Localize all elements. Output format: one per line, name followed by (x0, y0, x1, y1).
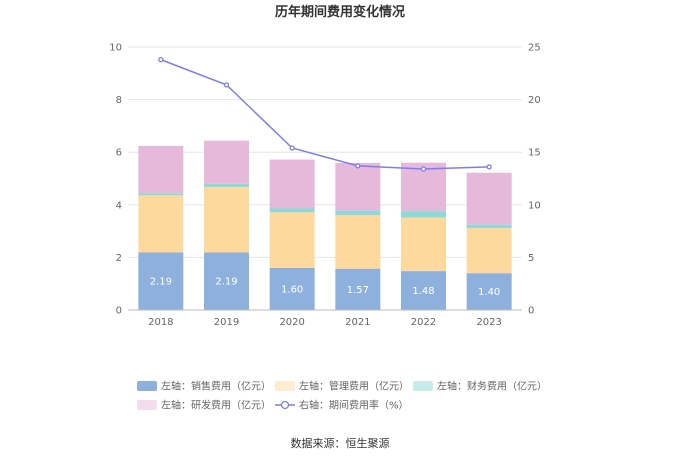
bar-segment (204, 140, 249, 184)
bar-segment (269, 267, 315, 310)
gridlines (128, 46, 522, 258)
x-tick-label: 2019 (214, 317, 239, 328)
bar-segment (335, 210, 381, 216)
x-tick-label: 2018 (148, 317, 173, 328)
bar-segment (335, 215, 381, 269)
bar-segment (401, 217, 446, 272)
legend-item: 左轴：财务费用（亿元） (413, 380, 547, 393)
ratio-line-point (289, 145, 295, 151)
bar-segment (466, 224, 512, 228)
left-tick-label: 10 (109, 43, 122, 54)
left-tick-label: 6 (116, 148, 122, 159)
bar-value-label: 2.19 (215, 277, 237, 288)
bar-value-label: 1.60 (281, 284, 303, 295)
legend-swatch (413, 381, 433, 391)
bars (138, 140, 512, 310)
x-axis: 2018 2019 2020 2021 2022 2023 (128, 309, 522, 328)
ratio-line-point (355, 163, 361, 169)
legend-swatch (137, 381, 157, 391)
bar-segment (401, 271, 446, 310)
legend-swatch (137, 400, 157, 410)
right-tick-label: 15 (528, 148, 541, 159)
bar-segment (204, 186, 249, 253)
ratio-line-point (223, 82, 230, 88)
legend-label: 左轴：销售费用（亿元） (161, 380, 271, 393)
bar-segment (204, 252, 249, 310)
bar-value-label: 1.57 (347, 285, 369, 296)
bar-value-label: 1.48 (412, 286, 434, 297)
bar-value-label: 2.19 (150, 277, 172, 288)
bar-segment (138, 195, 184, 253)
legend-label: 右轴：期间费用率（%） (299, 399, 409, 412)
bar-segment (466, 227, 512, 274)
bar-value-label: 1.40 (478, 287, 500, 298)
ratio-line-point (158, 56, 164, 63)
x-tick-label: 2021 (345, 317, 370, 328)
data-source: 数据来源：恒生聚源 (291, 436, 390, 450)
x-tick-label: 2023 (476, 317, 501, 328)
bar-segment (204, 183, 249, 187)
left-tick-label: 0 (116, 306, 122, 317)
legend-label: 左轴：研发费用（亿元） (161, 399, 271, 412)
bar-segment (401, 211, 446, 218)
left-tick-label: 4 (116, 200, 122, 211)
legend: 左轴：销售费用（亿元） 左轴：管理费用（亿元） 左轴：财务费用（亿元） 左轴：研发费用… (137, 380, 547, 412)
right-tick-label: 0 (528, 306, 534, 317)
bar-segment (335, 162, 381, 211)
ratio-line-point (420, 166, 427, 172)
bar-segment (466, 273, 512, 310)
bar-segment (269, 212, 315, 268)
bar-segment (138, 252, 184, 310)
expense-ratio-line (158, 56, 492, 172)
ratio-line-point (486, 164, 492, 170)
legend-item: 左轴：销售费用（亿元） (137, 380, 271, 393)
x-tick-label: 2020 (279, 317, 304, 328)
bar-segment (138, 145, 184, 194)
legend-swatch (275, 381, 295, 391)
bar-segment (335, 268, 381, 310)
legend-label: 左轴：管理费用（亿元） (299, 380, 409, 393)
legend-item: 左轴：管理费用（亿元） (275, 380, 409, 393)
left-tick-label: 8 (116, 95, 122, 106)
bar-segment (269, 208, 315, 213)
left-axis: 0 2 4 6 8 10 (109, 43, 122, 317)
bar-segment (138, 193, 184, 196)
chart-title: 历年期间费用变化情况 (275, 4, 405, 20)
legend-label: 左轴：财务费用（亿元） (437, 380, 547, 393)
right-tick-label: 5 (528, 253, 534, 264)
ratio-line-path (160, 58, 490, 170)
right-tick-label: 10 (528, 200, 541, 211)
right-tick-label: 20 (528, 95, 541, 106)
right-tick-label: 25 (528, 43, 541, 54)
legend-item: 左轴：研发费用（亿元） (137, 399, 271, 412)
bar-labels: 2.19 2.19 1.60 1.57 1.48 1.40 (150, 277, 501, 298)
right-axis: 0 5 10 15 20 25 (528, 43, 541, 317)
legend-marker (280, 400, 290, 410)
bar-segment (269, 159, 315, 209)
left-tick-label: 2 (116, 253, 122, 264)
x-tick-label: 2022 (411, 317, 436, 328)
bar-segment (466, 172, 512, 225)
legend-item: 右轴：期间费用率（%） (275, 399, 409, 412)
